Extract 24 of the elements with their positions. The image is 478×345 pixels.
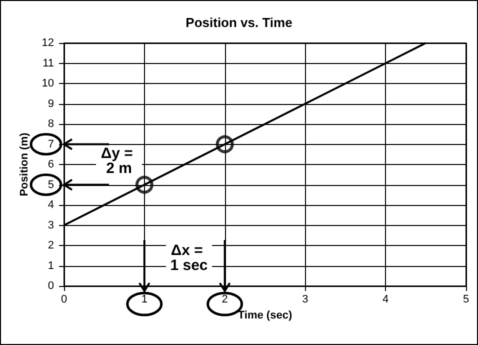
y-tick-label: 10: [42, 78, 54, 90]
y-tick-label: 2: [48, 240, 54, 252]
x-tick-label: 3: [302, 294, 308, 306]
annotation: Δy = 2 m: [100, 145, 138, 177]
y-tick-label: 6: [48, 158, 54, 170]
x-tick-label: 0: [60, 294, 68, 306]
y-tick-label: 4: [48, 199, 54, 211]
annotation: Δx = 1 sec: [170, 242, 208, 274]
y-axis-title: Position (m): [18, 132, 30, 196]
x-tick-label: 2: [222, 294, 228, 306]
y-tick-label: 3: [48, 219, 54, 232]
y-tick-label: 7: [48, 138, 54, 150]
y-tick-label: 12: [42, 37, 54, 49]
chart-title: Position vs. Time: [186, 15, 292, 30]
x-tick-label: 4: [382, 294, 389, 306]
y-tick-label: 1: [48, 260, 54, 272]
y-tick-label: 11: [42, 57, 54, 70]
x-axis-title: Time (sec): [238, 309, 292, 322]
y-tick-label: 5: [48, 178, 54, 191]
y-tick-label: 9: [48, 98, 54, 110]
x-tick-label: 5: [462, 294, 470, 306]
y-tick-label: 0: [48, 280, 54, 292]
x-tick-label: 1: [141, 294, 148, 306]
y-tick-label: 8: [48, 118, 54, 130]
